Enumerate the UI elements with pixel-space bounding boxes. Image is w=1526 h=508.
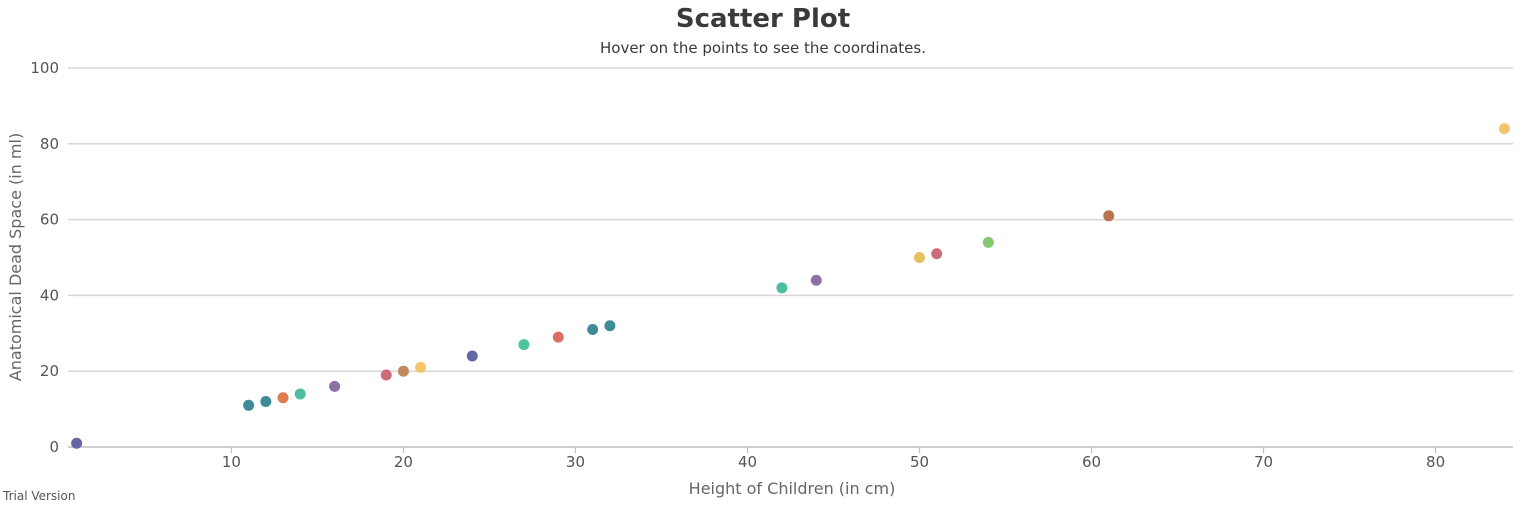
y-tick-label: 80 xyxy=(40,135,59,153)
x-tick-label: 60 xyxy=(1082,453,1101,471)
scatter-point[interactable] xyxy=(415,361,427,373)
scatter-point[interactable] xyxy=(380,369,392,381)
x-tick-label: 40 xyxy=(738,453,757,471)
scatter-point[interactable] xyxy=(1498,123,1510,135)
scatter-point[interactable] xyxy=(397,365,409,377)
scatter-point[interactable] xyxy=(1103,210,1115,222)
y-tick-label: 100 xyxy=(30,59,59,77)
x-tick-label: 20 xyxy=(394,453,413,471)
chart-subtitle: Hover on the points to see the coordinat… xyxy=(600,39,926,57)
scatter-point[interactable] xyxy=(810,274,822,286)
scatter-point[interactable] xyxy=(518,339,530,351)
chart-title: Scatter Plot xyxy=(676,4,850,34)
scatter-point[interactable] xyxy=(243,399,255,411)
x-tick-label: 10 xyxy=(222,453,241,471)
scatter-point[interactable] xyxy=(71,437,83,449)
scatter-point[interactable] xyxy=(329,380,341,392)
y-tick-label: 40 xyxy=(40,286,59,304)
scatter-point[interactable] xyxy=(294,388,306,400)
axis-ticks: 0 20 40 60 80 100 10 20 30 40 50 60 70 80 xyxy=(30,59,1445,471)
scatter-point[interactable] xyxy=(277,392,289,404)
gridlines xyxy=(68,67,1513,448)
scatter-point[interactable] xyxy=(260,396,272,408)
x-tick-label: 70 xyxy=(1254,453,1273,471)
trial-watermark: Trial Version xyxy=(3,489,76,503)
scatter-point[interactable] xyxy=(552,331,564,343)
scatter-point[interactable] xyxy=(914,252,926,263)
data-points xyxy=(71,123,1510,449)
x-tick-label: 50 xyxy=(910,453,929,471)
scatter-point[interactable] xyxy=(982,236,994,248)
scatter-point[interactable] xyxy=(931,248,943,260)
y-tick-label: 60 xyxy=(40,211,59,229)
y-tick-label: 0 xyxy=(49,438,59,456)
x-tick-label: 30 xyxy=(566,453,585,471)
x-axis-title: Height of Children (in cm) xyxy=(689,479,896,498)
scatter-point[interactable] xyxy=(776,282,788,294)
y-axis-title: Anatomical Dead Space (in ml) xyxy=(6,133,25,381)
scatter-point[interactable] xyxy=(466,350,478,362)
x-tick-label: 80 xyxy=(1426,453,1445,471)
y-tick-label: 20 xyxy=(40,362,59,380)
scatter-point[interactable] xyxy=(587,324,599,336)
scatter-point[interactable] xyxy=(604,320,616,332)
